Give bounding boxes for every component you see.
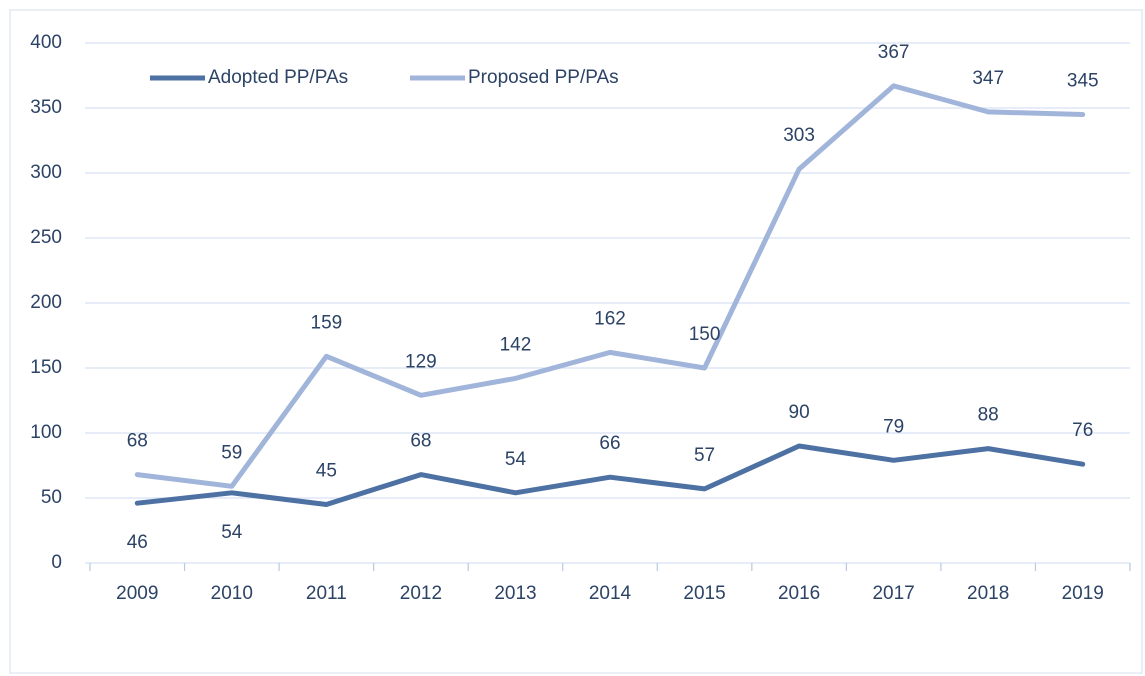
y-tick-label: 100 — [30, 422, 62, 443]
x-tick-label: 2015 — [683, 583, 725, 604]
data-label: 150 — [689, 324, 721, 345]
data-label: 162 — [594, 308, 626, 329]
data-label: 46 — [127, 532, 148, 553]
data-label: 367 — [878, 42, 910, 63]
data-label: 45 — [316, 461, 337, 482]
data-label: 59 — [221, 442, 242, 463]
data-label: 142 — [500, 334, 532, 355]
data-label: 159 — [311, 312, 343, 333]
y-tick-label: 200 — [30, 292, 62, 313]
data-label: 54 — [505, 449, 527, 470]
data-label: 303 — [783, 125, 815, 146]
legend-label: Proposed PP/PAs — [468, 67, 619, 88]
data-label: 57 — [694, 445, 715, 466]
x-tick-label: 2017 — [872, 583, 914, 604]
legend-label: Adopted PP/PAs — [208, 67, 348, 88]
x-tick-label: 2010 — [211, 583, 253, 604]
data-label: 345 — [1067, 71, 1099, 92]
data-label: 76 — [1072, 420, 1093, 441]
data-label: 90 — [789, 402, 810, 423]
series-line — [134, 443, 1086, 507]
x-tick-label: 2018 — [967, 583, 1009, 604]
y-tick-label: 150 — [30, 357, 62, 378]
x-tick-label: 2012 — [400, 583, 442, 604]
data-label: 88 — [978, 405, 999, 426]
y-tick-label: 400 — [30, 32, 62, 53]
y-tick-label: 300 — [30, 162, 62, 183]
x-tick-label: 2016 — [778, 583, 820, 604]
data-label: 54 — [221, 522, 243, 543]
data-label: 68 — [410, 431, 431, 452]
x-tick-label: 2011 — [306, 583, 347, 604]
data-label: 79 — [883, 416, 904, 437]
y-tick-label: 0 — [51, 552, 62, 573]
x-tick-label: 2014 — [589, 583, 632, 604]
x-tick-label: 2009 — [116, 583, 158, 604]
data-label: 68 — [127, 431, 148, 452]
series-line — [134, 83, 1086, 489]
data-label: 347 — [972, 68, 1004, 89]
x-tick-label: 2019 — [1062, 583, 1104, 604]
y-tick-label: 250 — [30, 227, 62, 248]
data-label: 129 — [405, 351, 437, 372]
y-tick-label: 350 — [30, 97, 62, 118]
x-tick-label: 2013 — [494, 583, 536, 604]
chart-border — [9, 9, 1143, 674]
data-label: 66 — [599, 433, 620, 454]
y-tick-label: 50 — [41, 487, 62, 508]
